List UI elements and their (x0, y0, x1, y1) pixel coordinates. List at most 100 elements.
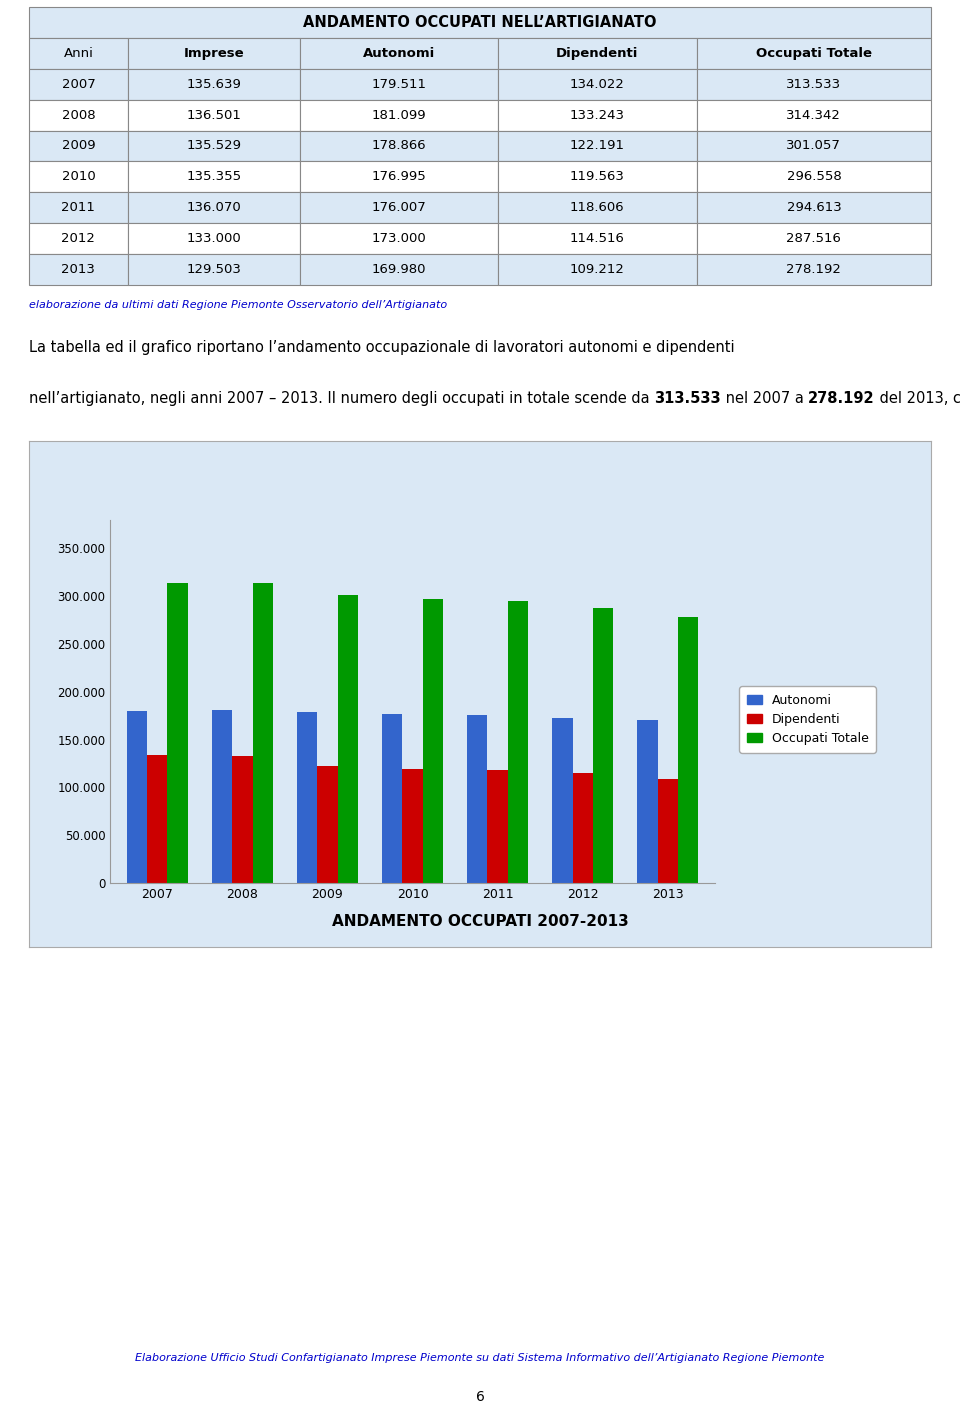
Bar (338, 595, 358, 883)
Text: Dipendenti: Dipendenti (556, 47, 638, 60)
Bar (382, 713, 402, 883)
Bar (317, 766, 338, 883)
FancyBboxPatch shape (128, 68, 300, 100)
FancyBboxPatch shape (498, 253, 697, 285)
Text: Anni: Anni (63, 47, 93, 60)
FancyBboxPatch shape (697, 224, 931, 253)
Text: del 2013, con una perdita pari a: del 2013, con una perdita pari a (875, 392, 960, 406)
Text: 2007: 2007 (61, 78, 95, 91)
FancyBboxPatch shape (697, 38, 931, 68)
Bar (552, 718, 572, 883)
FancyBboxPatch shape (300, 68, 498, 100)
FancyBboxPatch shape (128, 224, 300, 253)
Text: 313.533: 313.533 (786, 78, 842, 91)
Text: 313.533: 313.533 (654, 392, 721, 406)
Text: 2011: 2011 (61, 201, 95, 214)
FancyBboxPatch shape (128, 100, 300, 131)
FancyBboxPatch shape (29, 131, 128, 161)
Text: 119.563: 119.563 (570, 171, 625, 184)
FancyBboxPatch shape (498, 192, 697, 224)
Text: 278.192: 278.192 (808, 392, 875, 406)
Bar (297, 712, 317, 883)
Text: 301.057: 301.057 (786, 140, 841, 152)
FancyBboxPatch shape (128, 38, 300, 68)
FancyBboxPatch shape (29, 38, 128, 68)
Bar (167, 584, 188, 883)
Text: Autonomi: Autonomi (363, 47, 435, 60)
FancyBboxPatch shape (697, 100, 931, 131)
FancyBboxPatch shape (128, 161, 300, 192)
Text: 294.613: 294.613 (786, 201, 841, 214)
FancyBboxPatch shape (300, 100, 498, 131)
FancyBboxPatch shape (29, 253, 128, 285)
FancyBboxPatch shape (300, 38, 498, 68)
Bar (252, 582, 273, 883)
Text: elaborazione da ultimi dati Regione Piemonte Osservatorio dell’Artigianato: elaborazione da ultimi dati Regione Piem… (29, 299, 447, 310)
Text: Imprese: Imprese (183, 47, 244, 60)
Text: Occupati Totale: Occupati Totale (756, 47, 872, 60)
Text: 114.516: 114.516 (570, 232, 625, 245)
FancyBboxPatch shape (697, 161, 931, 192)
Text: nel 2007 a: nel 2007 a (721, 392, 808, 406)
FancyBboxPatch shape (300, 131, 498, 161)
Text: 135.529: 135.529 (186, 140, 241, 152)
FancyBboxPatch shape (498, 100, 697, 131)
FancyBboxPatch shape (29, 100, 128, 131)
Text: 314.342: 314.342 (786, 108, 841, 121)
Bar (402, 769, 422, 883)
Legend: Autonomi, Dipendenti, Occupati Totale: Autonomi, Dipendenti, Occupati Totale (739, 686, 876, 753)
Bar (147, 755, 167, 883)
Text: 133.000: 133.000 (186, 232, 241, 245)
Bar (211, 709, 232, 883)
Text: nell’artigianato, negli anni 2007 – 2013. Il numero degli occupati in totale sce: nell’artigianato, negli anni 2007 – 2013… (29, 392, 654, 406)
Text: 136.070: 136.070 (186, 201, 241, 214)
Bar (678, 617, 699, 883)
Text: 122.191: 122.191 (570, 140, 625, 152)
FancyBboxPatch shape (128, 253, 300, 285)
FancyBboxPatch shape (498, 38, 697, 68)
FancyBboxPatch shape (300, 253, 498, 285)
FancyBboxPatch shape (300, 161, 498, 192)
Text: 2010: 2010 (61, 171, 95, 184)
Text: 287.516: 287.516 (786, 232, 841, 245)
Bar (127, 712, 147, 883)
Text: 118.606: 118.606 (570, 201, 625, 214)
Text: La tabella ed il grafico riportano l’andamento occupazionale di lavoratori auton: La tabella ed il grafico riportano l’and… (29, 340, 734, 355)
Bar (508, 601, 528, 883)
Text: 176.995: 176.995 (372, 171, 426, 184)
Text: 134.022: 134.022 (570, 78, 625, 91)
FancyBboxPatch shape (29, 161, 128, 192)
Bar (658, 779, 678, 883)
Text: 135.355: 135.355 (186, 171, 241, 184)
Text: 129.503: 129.503 (186, 263, 241, 276)
Text: 179.511: 179.511 (372, 78, 426, 91)
Text: 2012: 2012 (61, 232, 95, 245)
Text: 2009: 2009 (61, 140, 95, 152)
Text: 2013: 2013 (61, 263, 95, 276)
Text: 6: 6 (475, 1390, 485, 1404)
Text: 135.639: 135.639 (186, 78, 241, 91)
FancyBboxPatch shape (697, 192, 931, 224)
FancyBboxPatch shape (498, 68, 697, 100)
FancyBboxPatch shape (697, 253, 931, 285)
FancyBboxPatch shape (697, 131, 931, 161)
Text: 136.501: 136.501 (186, 108, 241, 121)
Text: 133.243: 133.243 (570, 108, 625, 121)
Text: 176.007: 176.007 (372, 201, 426, 214)
Text: 296.558: 296.558 (786, 171, 841, 184)
FancyBboxPatch shape (697, 68, 931, 100)
Bar (488, 769, 508, 883)
FancyBboxPatch shape (29, 7, 931, 38)
Text: 181.099: 181.099 (372, 108, 426, 121)
Bar (422, 600, 444, 883)
FancyBboxPatch shape (498, 131, 697, 161)
Text: 2008: 2008 (61, 108, 95, 121)
Bar (232, 756, 252, 883)
FancyBboxPatch shape (128, 131, 300, 161)
Bar (637, 721, 658, 883)
Bar (467, 715, 488, 883)
FancyBboxPatch shape (300, 192, 498, 224)
Text: 173.000: 173.000 (372, 232, 426, 245)
FancyBboxPatch shape (29, 192, 128, 224)
Text: 178.866: 178.866 (372, 140, 426, 152)
